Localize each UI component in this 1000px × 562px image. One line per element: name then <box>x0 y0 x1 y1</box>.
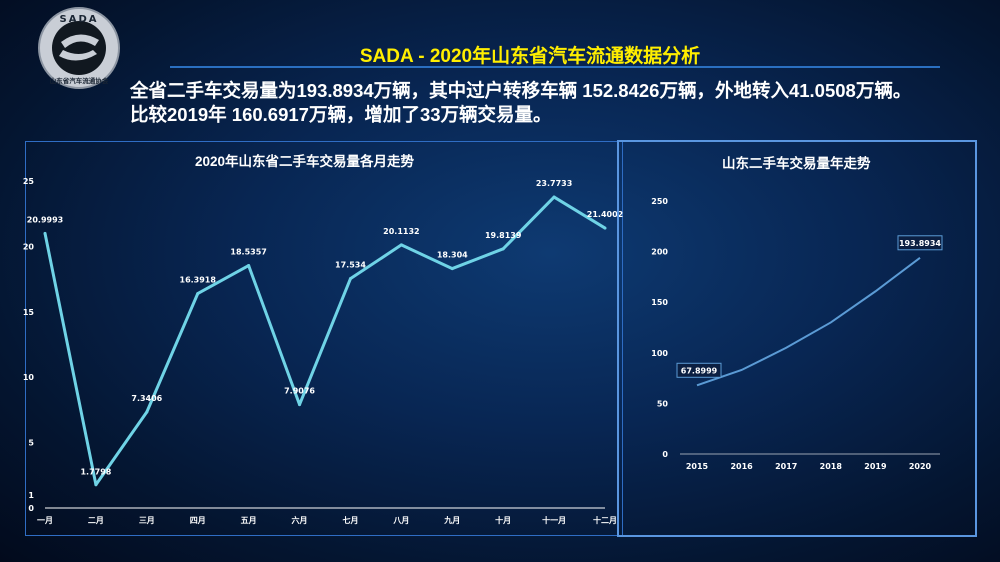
yearly-x-tick: 2016 <box>730 462 753 471</box>
monthly-y-tick: 10 <box>23 373 35 382</box>
monthly-x-tick: 六月 <box>292 515 308 525</box>
logo-bottom-text: 山东省汽车流通协会 <box>50 76 109 85</box>
monthly-x-tick: 十二月 <box>593 515 617 525</box>
monthly-y-tick: 0 <box>28 504 34 513</box>
monthly-data-label: 21.4002 <box>587 210 623 219</box>
monthly-data-point <box>348 277 352 281</box>
monthly-data-point <box>450 267 454 271</box>
monthly-x-tick: 十一月 <box>542 515 566 525</box>
monthly-data-point <box>196 292 200 296</box>
monthly-x-tick: 五月 <box>241 516 257 525</box>
yearly-series-line <box>696 256 921 387</box>
monthly-data-label: 7.9076 <box>284 387 315 396</box>
monthly-data-label: 23.7733 <box>536 179 572 188</box>
monthly-data-point <box>298 403 302 407</box>
monthly-chart-panel <box>25 141 623 536</box>
yearly-y-tick: 100 <box>651 349 668 358</box>
monthly-data-label: 18.5357 <box>230 248 266 257</box>
monthly-y-tick: 20 <box>23 242 35 251</box>
yearly-chart-panel <box>617 140 977 537</box>
monthly-data-point <box>94 483 98 487</box>
monthly-data-point <box>603 226 607 230</box>
sada-logo: SADA 山东省汽车流通协会 <box>38 7 120 89</box>
monthly-data-point <box>399 243 403 247</box>
yearly-x-tick: 2017 <box>775 462 797 471</box>
yearly-y-tick: 200 <box>651 248 668 257</box>
yearly-data-label: 193.8934 <box>899 239 941 248</box>
summary-line-2: 比较2019年 160.6917万辆，增加了33万辆交易量。 <box>130 104 552 125</box>
monthly-x-tick: 二月 <box>88 516 104 525</box>
yearly-y-tick: 50 <box>657 399 669 408</box>
yearly-x-tick: 2015 <box>686 462 709 471</box>
monthly-data-point <box>501 247 505 251</box>
yearly-x-tick: 2018 <box>820 462 843 471</box>
monthly-y-tick: 5 <box>28 439 34 448</box>
monthly-data-label: 18.304 <box>437 251 468 260</box>
yearly-y-tick: 150 <box>651 298 668 307</box>
monthly-data-point <box>43 231 47 235</box>
monthly-x-tick: 十月 <box>495 515 511 525</box>
yearly-y-tick: 250 <box>651 197 668 206</box>
monthly-chart-title: 2020年山东省二手车交易量各月走势 <box>195 154 415 169</box>
monthly-x-tick: 四月 <box>190 516 206 525</box>
monthly-series-line <box>43 195 606 487</box>
monthly-data-label: 19.8139 <box>485 231 522 240</box>
monthly-data-label: 20.9993 <box>27 215 63 224</box>
yearly-data-label: 67.8999 <box>681 366 718 375</box>
title-underline <box>170 66 940 68</box>
monthly-y-tick: 25 <box>23 177 35 186</box>
yearly-label-box <box>897 235 943 251</box>
logo-top-text: SADA <box>60 14 99 25</box>
yearly-label-box <box>676 362 722 378</box>
monthly-data-label: 16.3918 <box>180 276 217 285</box>
monthly-data-point <box>247 264 251 268</box>
page-title: SADA - 2020年山东省汽车流通数据分析 <box>359 46 701 67</box>
monthly-data-label: 17.534 <box>335 261 366 270</box>
monthly-x-tick: 七月 <box>342 515 358 525</box>
yearly-y-tick: 0 <box>662 450 668 459</box>
monthly-x-tick: 三月 <box>139 516 155 525</box>
monthly-y-tick: 1 <box>28 491 34 500</box>
monthly-x-tick: 一月 <box>37 516 53 525</box>
yearly-x-tick: 2020 <box>909 462 932 471</box>
monthly-y-tick: 15 <box>23 308 35 317</box>
monthly-data-point <box>552 195 556 199</box>
monthly-data-point <box>145 410 149 414</box>
yearly-x-tick: 2019 <box>864 462 887 471</box>
monthly-x-tick: 八月 <box>392 516 409 525</box>
yearly-chart-title: 山东二手车交易量年走势 <box>722 156 871 171</box>
monthly-data-label: 1.7798 <box>80 468 111 477</box>
monthly-data-label: 7.3406 <box>131 394 162 403</box>
monthly-data-label: 20.1132 <box>383 227 419 236</box>
summary-line-1: 全省二手车交易量为193.8934万辆，其中过户转移车辆 152.8426万辆，… <box>130 80 912 101</box>
monthly-x-tick: 九月 <box>443 515 460 525</box>
